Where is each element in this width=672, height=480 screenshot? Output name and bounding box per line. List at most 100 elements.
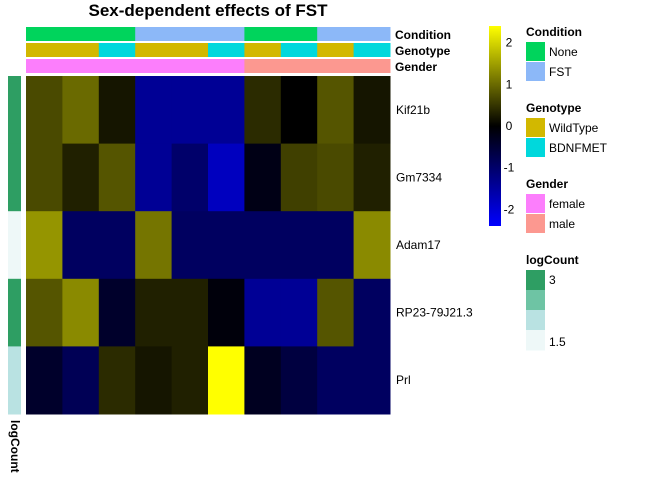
heatmap-cell [280,143,318,212]
heatmap-cell [62,76,100,145]
row-annotation-cell [8,346,21,415]
heatmap-cell [317,346,355,415]
annotation-label-genotype: Genotype [395,44,451,58]
heatmap-cell [98,211,136,280]
heatmap-cell [171,76,209,145]
legend-gradient-swatch [526,310,545,331]
heatmap-cells [26,76,391,415]
heatmap-cell [208,143,245,212]
heatmap-cell [353,211,391,280]
heatmap-cell [208,211,245,280]
heatmap-cell [280,211,318,280]
heatmap-cell [26,346,63,415]
column-annotation-labels: Condition Genotype Gender [395,28,451,74]
annotation-cell-condition [62,27,100,41]
legend-swatch [526,214,545,233]
annotation-cell-condition [208,27,245,41]
heatmap-cell [244,211,282,280]
legend-swatch [526,138,545,157]
annotation-cell-condition [353,27,391,41]
heatmap-cell [280,278,318,347]
heatmap-cell [135,278,173,347]
legend-item-label: WildType [549,121,599,135]
heatmap-cell [317,278,355,347]
heatmap-cell [353,143,391,212]
annotation-cell-genotype [98,43,136,57]
annotation-cell-genotype [280,43,318,57]
annotation-cell-gender [280,59,318,73]
row-annotation-cell [8,143,21,212]
color-scale-tick-label: 0 [506,119,513,133]
annotation-legends: Condition None FST Genotype WildType BDNFMET G… [526,25,608,351]
annotation-cell-condition [26,27,63,41]
heatmap-cell [244,346,282,415]
heatmap-cell [62,211,100,280]
legend-tick-label: 3 [549,273,556,287]
annotation-cell-genotype [62,43,100,57]
heatmap-cell [98,278,136,347]
row-label: RP23-79J21.3 [396,306,473,320]
heatmap-cell [135,143,173,212]
heatmap-cell [353,346,391,415]
legend-tick-label: 1.5 [549,335,566,349]
legend-item-label: FST [549,65,572,79]
heatmap-cell [208,76,245,145]
annotation-label-gender: Gender [395,60,437,74]
row-labels: Kif21b Gm7334 Adam17 RP23-79J21.3 Prl [396,103,473,387]
heatmap-cell [244,143,282,212]
annotation-cell-condition [244,27,282,41]
annotation-cell-condition [171,27,209,41]
color-scale-legend: 2 1 0 -1 -2 [489,26,515,226]
heatmap-cell [135,76,173,145]
row-annotation-cell [8,278,21,347]
color-scale-bar [489,26,501,226]
legend-gradient-swatch [526,290,545,311]
heatmap-cell [317,76,355,145]
annotation-cell-genotype [353,43,391,57]
annotation-cell-genotype [208,43,245,57]
legend-gradient-swatch [526,330,545,351]
annotation-cell-gender [244,59,282,73]
annotation-cell-condition [280,27,318,41]
annotation-cell-gender [98,59,136,73]
annotation-cell-genotype [135,43,173,57]
legend-title-logcount: logCount [526,253,579,267]
annotation-cell-condition [98,27,136,41]
color-scale-tick-label: 2 [506,36,513,50]
heatmap-cell [353,278,391,347]
annotation-cell-gender [317,59,355,73]
legend-item-label: male [549,217,575,231]
heatmap-cell [208,278,245,347]
row-label: Prl [396,373,411,387]
heatmap-cell [26,76,63,145]
annotation-cell-gender [62,59,100,73]
annotation-cell-gender [171,59,209,73]
legend-swatch [526,62,545,81]
row-label: Kif21b [396,103,430,117]
legend-swatch [526,194,545,213]
heatmap-cell [135,211,173,280]
annotation-cell-genotype [244,43,282,57]
row-annotation [8,76,21,415]
row-label: Adam17 [396,238,441,252]
heatmap-cell [280,346,318,415]
heatmap-cell [26,278,63,347]
heatmap-cell [26,143,63,212]
heatmap-cell [26,211,63,280]
heatmap-cell [353,76,391,145]
row-annotation-label: logCount [8,420,22,473]
legend-gradient-swatch [526,270,545,291]
column-annotations [26,27,391,73]
heatmap-cell [135,346,173,415]
heatmap-cell [244,278,282,347]
legend-item-label: BDNFMET [549,141,608,155]
heatmap-cell [62,278,100,347]
legend-title-genotype: Genotype [526,101,582,115]
chart-title: Sex-dependent effects of FST [89,1,329,20]
annotation-cell-gender [26,59,63,73]
annotation-cell-condition [135,27,173,41]
heatmap-cell [317,211,355,280]
heatmap-cell [171,346,209,415]
heatmap-cell [98,346,136,415]
heatmap-cell [171,211,209,280]
